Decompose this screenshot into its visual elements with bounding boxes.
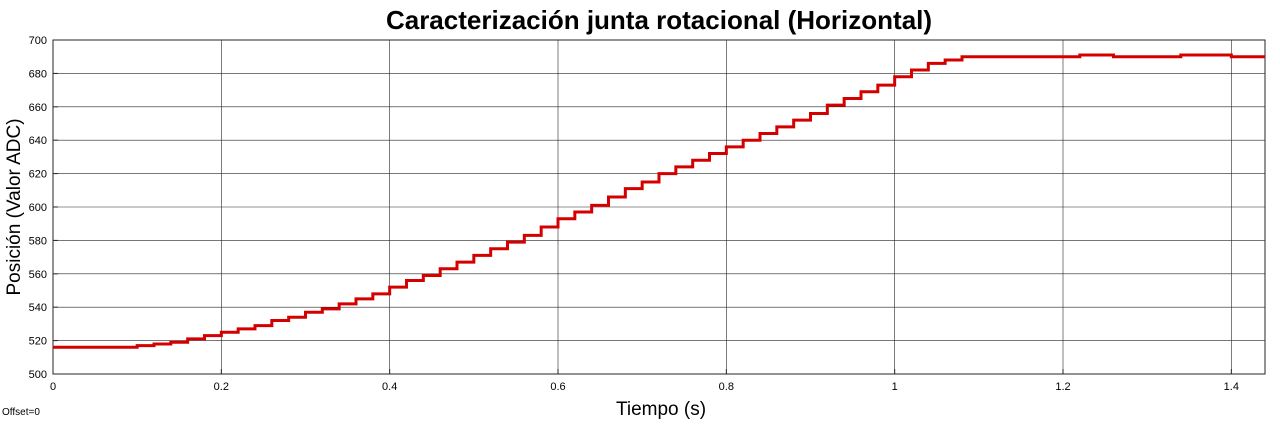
y-axis-label: Posición (Valor ADC)	[4, 118, 25, 295]
y-tick-label: 580	[29, 235, 47, 247]
y-tick-label: 680	[29, 68, 47, 80]
y-tick-label: 500	[29, 369, 47, 381]
chart-title: Caracterización junta rotacional (Horizo…	[386, 5, 932, 35]
y-tick-label: 660	[29, 102, 47, 114]
x-tick-label: 1.2	[1055, 381, 1070, 393]
y-axis: 500 520 540 560 580 600 620 640 660 680 700	[29, 35, 58, 381]
series-group	[53, 53, 1265, 349]
y-tick-label: 620	[29, 169, 47, 181]
x-tick-label: 1.4	[1224, 381, 1239, 393]
series-line-0	[53, 53, 1265, 349]
x-tick-label: 0.2	[214, 381, 229, 393]
y-tick-label: 560	[29, 269, 47, 281]
x-tick-label: 1	[892, 381, 898, 393]
y-tick-label: 520	[29, 336, 47, 348]
y-tick-label: 700	[29, 35, 47, 47]
grid	[53, 40, 1265, 374]
x-tick-label: 0.6	[550, 381, 565, 393]
x-tick-label: 0.8	[719, 381, 734, 393]
y-tick-label: 540	[29, 302, 47, 314]
offset-label: Offset=0	[2, 407, 40, 418]
y-tick-label: 640	[29, 135, 47, 147]
x-tick-label: 0.4	[382, 381, 397, 393]
x-tick-label: 0	[50, 381, 56, 393]
y-tick-label: 600	[29, 202, 47, 214]
x-axis: 0 0.2 0.4 0.6 0.8 1 1.2 1.4	[50, 369, 1239, 393]
x-axis-label: Tiempo (s)	[616, 399, 706, 420]
